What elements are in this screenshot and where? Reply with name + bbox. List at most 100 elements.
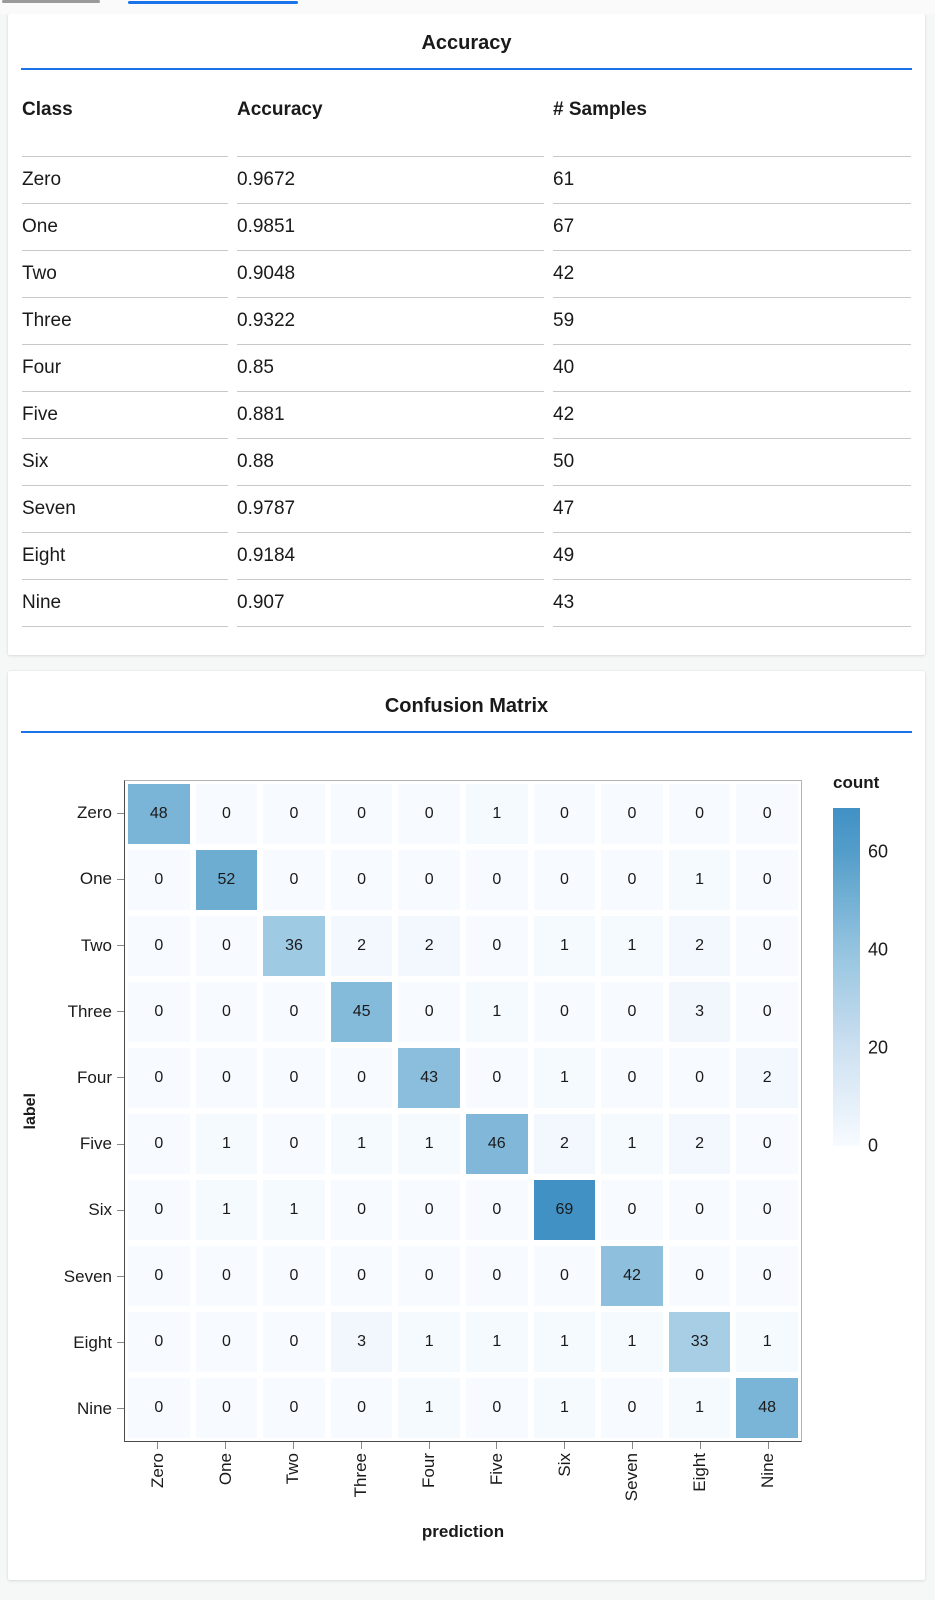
matrix-cell: 1 bbox=[598, 1309, 666, 1375]
x-tick-mark bbox=[734, 1442, 802, 1449]
matrix-cell: 0 bbox=[193, 979, 261, 1045]
matrix-cell-value: 0 bbox=[195, 1312, 258, 1372]
matrix-cell-value: 0 bbox=[195, 1048, 258, 1108]
matrix-cell-value: 0 bbox=[533, 1246, 596, 1306]
matrix-cell: 0 bbox=[395, 1243, 463, 1309]
matrix-cell: 0 bbox=[125, 1045, 193, 1111]
matrix-cell: 1 bbox=[193, 1111, 261, 1177]
matrix-cell-value: 0 bbox=[330, 850, 393, 910]
x-axis-ticks bbox=[124, 1442, 802, 1449]
matrix-cell-value: 0 bbox=[263, 982, 325, 1042]
matrix-cell-value: 0 bbox=[465, 1180, 528, 1240]
matrix-cell: 0 bbox=[463, 1375, 531, 1441]
matrix-cell-value: 0 bbox=[128, 1114, 190, 1174]
matrix-cell-value: 48 bbox=[736, 1378, 798, 1438]
matrix-cell: 0 bbox=[733, 781, 801, 847]
y-axis-label: Seven bbox=[8, 1243, 124, 1309]
matrix-cell-value: 0 bbox=[195, 784, 258, 844]
x-axis-label: Three bbox=[351, 1453, 371, 1498]
scroll-indicator[interactable] bbox=[2, 0, 100, 3]
matrix-cell-value: 0 bbox=[263, 1312, 325, 1372]
matrix-cell: 1 bbox=[395, 1309, 463, 1375]
y-axis-label: Three bbox=[8, 979, 124, 1045]
matrix-cell: 1 bbox=[531, 1309, 599, 1375]
matrix-cell: 0 bbox=[733, 979, 801, 1045]
matrix-cell: 0 bbox=[260, 1243, 328, 1309]
matrix-cell-value: 0 bbox=[263, 1246, 325, 1306]
matrix-cell-value: 2 bbox=[330, 916, 393, 976]
matrix-cell-value: 1 bbox=[465, 982, 528, 1042]
table-cell: 49 bbox=[553, 533, 911, 580]
legend-title: count bbox=[833, 773, 880, 792]
matrix-cell: 0 bbox=[260, 781, 328, 847]
matrix-cell: 0 bbox=[666, 1243, 734, 1309]
active-tab-underline[interactable] bbox=[128, 1, 298, 4]
table-cell: 0.9851 bbox=[237, 204, 544, 251]
matrix-cell: 0 bbox=[328, 847, 396, 913]
confusion-matrix-chart: label Zero One Two Three Four Five Six Seven Eig… bbox=[8, 733, 925, 1551]
table-row: Seven 0.9787 47 bbox=[22, 486, 911, 533]
y-axis-label: Six bbox=[8, 1177, 124, 1243]
matrix-cell: 1 bbox=[531, 1375, 599, 1441]
matrix-cell: 0 bbox=[733, 913, 801, 979]
matrix-cell-value: 2 bbox=[398, 916, 460, 976]
matrix-cell: 1 bbox=[328, 1111, 396, 1177]
x-tick-mark bbox=[260, 1442, 328, 1449]
matrix-cell: 0 bbox=[598, 781, 666, 847]
matrix-cell-value: 0 bbox=[736, 916, 798, 976]
matrix-cell-value: 0 bbox=[330, 1180, 393, 1240]
matrix-cell-value: 0 bbox=[195, 916, 258, 976]
matrix-cell: 0 bbox=[733, 1243, 801, 1309]
matrix-cell: 0 bbox=[328, 781, 396, 847]
matrix-cell-value: 0 bbox=[330, 1378, 393, 1438]
matrix-cell: 1 bbox=[531, 1045, 599, 1111]
matrix-cell: 2 bbox=[531, 1111, 599, 1177]
matrix-cell: 3 bbox=[328, 1309, 396, 1375]
matrix-cell: 0 bbox=[193, 1309, 261, 1375]
table-cell: 0.9672 bbox=[237, 157, 544, 204]
table-row: Eight 0.9184 49 bbox=[22, 533, 911, 580]
matrix-cell: 0 bbox=[260, 1309, 328, 1375]
x-tick-mark bbox=[531, 1442, 599, 1449]
matrix-cell-value: 1 bbox=[533, 916, 596, 976]
matrix-cell-value: 0 bbox=[533, 784, 596, 844]
y-tick-mark bbox=[117, 1077, 124, 1079]
matrix-cell-value: 0 bbox=[465, 850, 528, 910]
matrix-cell: 0 bbox=[260, 1045, 328, 1111]
matrix-cell: 33 bbox=[666, 1309, 734, 1375]
y-axis-label: Four bbox=[8, 1045, 124, 1111]
matrix-cell-value: 1 bbox=[465, 784, 528, 844]
matrix-cell-value: 0 bbox=[128, 1180, 190, 1240]
matrix-cell-value: 0 bbox=[736, 850, 798, 910]
matrix-cell: 0 bbox=[598, 847, 666, 913]
x-axis-title: prediction bbox=[421, 1522, 505, 1541]
matrix-cell: 0 bbox=[395, 847, 463, 913]
matrix-cell: 0 bbox=[395, 979, 463, 1045]
table-cell: 0.9048 bbox=[237, 251, 544, 298]
table-cell: Seven bbox=[22, 486, 228, 533]
table-row: Five 0.881 42 bbox=[22, 392, 911, 439]
matrix-cell-value: 1 bbox=[465, 1312, 528, 1372]
tab-bar bbox=[0, 0, 935, 14]
column-header: Class bbox=[22, 84, 228, 157]
table-cell: 43 bbox=[553, 580, 911, 627]
matrix-cell: 1 bbox=[733, 1309, 801, 1375]
matrix-cell-value: 1 bbox=[263, 1180, 325, 1240]
matrix-cell-value: 0 bbox=[128, 1246, 190, 1306]
matrix-cell: 1 bbox=[463, 781, 531, 847]
column-header: # Samples bbox=[553, 84, 911, 157]
table-cell: 42 bbox=[553, 251, 911, 298]
x-tick-mark bbox=[327, 1442, 395, 1449]
table-cell: 59 bbox=[553, 298, 911, 345]
matrix-cell: 0 bbox=[125, 1243, 193, 1309]
matrix-cell-value: 0 bbox=[668, 784, 731, 844]
x-tick-mark bbox=[124, 1442, 192, 1449]
matrix-cell-value: 0 bbox=[533, 982, 596, 1042]
table-row: Three 0.9322 59 bbox=[22, 298, 911, 345]
matrix-cell-value: 1 bbox=[533, 1048, 596, 1108]
table-cell: 50 bbox=[553, 439, 911, 486]
matrix-cell-value: 0 bbox=[736, 1246, 798, 1306]
matrix-cell-value: 2 bbox=[668, 916, 731, 976]
matrix-cell: 0 bbox=[733, 847, 801, 913]
matrix-cell-value: 1 bbox=[195, 1114, 258, 1174]
